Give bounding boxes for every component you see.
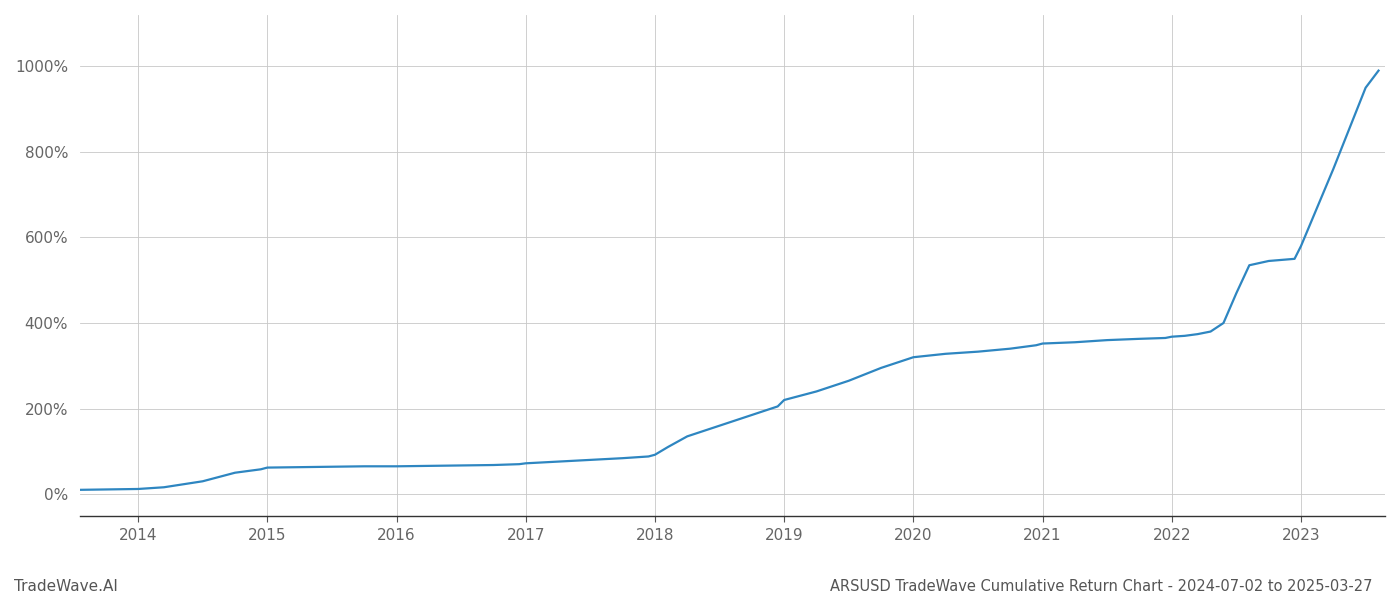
Text: ARSUSD TradeWave Cumulative Return Chart - 2024-07-02 to 2025-03-27: ARSUSD TradeWave Cumulative Return Chart…: [829, 579, 1372, 594]
Text: TradeWave.AI: TradeWave.AI: [14, 579, 118, 594]
